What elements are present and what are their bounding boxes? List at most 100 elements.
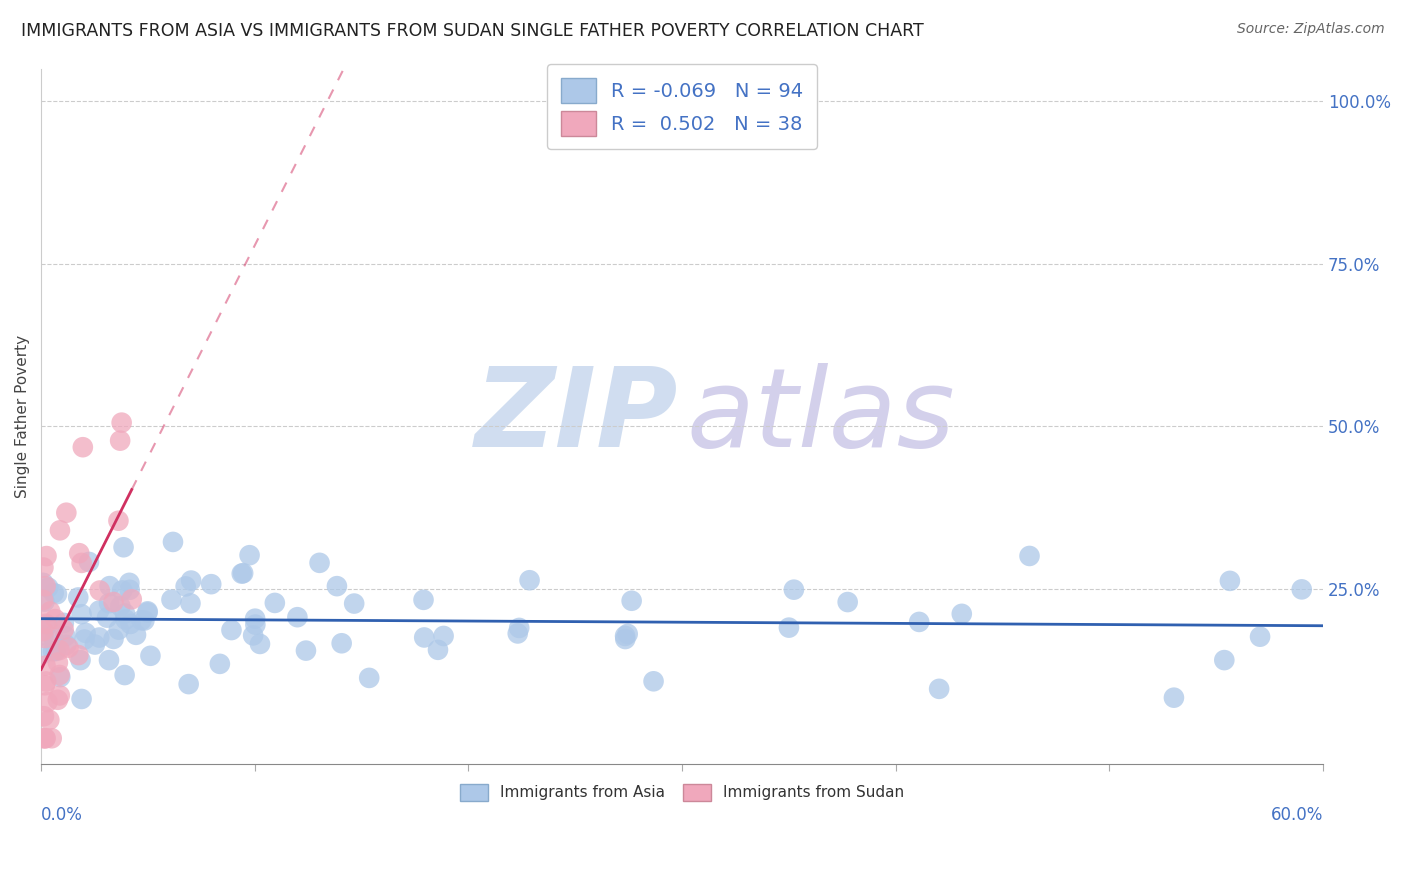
- Point: [343, 597, 366, 611]
- Point: [32, 628, 55, 642]
- Point: [114, 668, 136, 682]
- Point: [783, 582, 806, 597]
- Point: [412, 592, 434, 607]
- Point: [433, 629, 456, 643]
- Point: [245, 617, 267, 632]
- Point: [32, 575, 55, 590]
- Point: [114, 613, 136, 627]
- Point: [52, 623, 75, 637]
- Text: Source: ZipAtlas.com: Source: ZipAtlas.com: [1237, 22, 1385, 37]
- Point: [34, 579, 56, 593]
- Point: [67, 648, 90, 662]
- Point: [35, 549, 58, 563]
- Point: [837, 595, 859, 609]
- Point: [37, 581, 59, 595]
- Point: [114, 607, 136, 621]
- Point: [118, 582, 141, 597]
- Point: [70, 692, 93, 706]
- Point: [58, 640, 80, 655]
- Point: [46, 587, 69, 601]
- Point: [263, 596, 285, 610]
- Point: [48, 643, 70, 657]
- Point: [308, 556, 330, 570]
- Point: [108, 434, 131, 448]
- Point: [34, 631, 56, 645]
- Point: [136, 606, 159, 620]
- Point: [70, 556, 93, 570]
- Point: [44, 612, 66, 626]
- Point: [160, 592, 183, 607]
- Point: [1018, 549, 1040, 563]
- Point: [103, 595, 125, 609]
- Point: [118, 575, 141, 590]
- Point: [134, 614, 156, 628]
- Point: [49, 689, 72, 703]
- Point: [249, 637, 271, 651]
- Point: [98, 579, 121, 593]
- Point: [52, 615, 75, 630]
- Point: [69, 653, 91, 667]
- Legend: Immigrants from Asia, Immigrants from Sudan: Immigrants from Asia, Immigrants from Su…: [453, 776, 911, 809]
- Point: [614, 629, 637, 643]
- Point: [112, 541, 135, 555]
- Point: [35, 674, 58, 689]
- Point: [34, 594, 56, 608]
- Point: [174, 579, 197, 593]
- Point: [44, 633, 66, 648]
- Point: [32, 709, 55, 723]
- Point: [37, 618, 59, 632]
- Point: [778, 621, 800, 635]
- Point: [98, 596, 121, 610]
- Point: [46, 693, 69, 707]
- Point: [32, 624, 55, 638]
- Point: [221, 623, 243, 637]
- Point: [231, 566, 253, 581]
- Point: [77, 555, 100, 569]
- Point: [131, 613, 153, 627]
- Point: [413, 631, 436, 645]
- Point: [70, 607, 93, 622]
- Point: [121, 592, 143, 607]
- Point: [359, 671, 381, 685]
- Point: [32, 731, 55, 746]
- Y-axis label: Single Father Poverty: Single Father Poverty: [15, 334, 30, 498]
- Point: [616, 627, 638, 641]
- Point: [55, 506, 77, 520]
- Point: [208, 657, 231, 671]
- Point: [73, 632, 96, 647]
- Text: 60.0%: 60.0%: [1271, 806, 1323, 824]
- Point: [427, 643, 450, 657]
- Point: [330, 636, 353, 650]
- Point: [239, 548, 262, 562]
- Point: [908, 615, 931, 629]
- Point: [200, 577, 222, 591]
- Point: [103, 632, 125, 646]
- Point: [32, 593, 55, 607]
- Point: [34, 678, 56, 692]
- Point: [1249, 630, 1271, 644]
- Point: [89, 631, 111, 645]
- Point: [1291, 582, 1313, 597]
- Point: [107, 623, 129, 637]
- Point: [75, 625, 97, 640]
- Point: [83, 638, 105, 652]
- Point: [98, 653, 121, 667]
- Point: [89, 604, 111, 618]
- Point: [32, 647, 55, 661]
- Point: [1219, 574, 1241, 588]
- Point: [55, 629, 77, 643]
- Point: [139, 648, 162, 663]
- Point: [180, 574, 202, 588]
- Point: [506, 626, 529, 640]
- Point: [243, 612, 266, 626]
- Point: [287, 610, 309, 624]
- Point: [42, 586, 65, 600]
- Point: [89, 583, 111, 598]
- Point: [326, 579, 349, 593]
- Point: [46, 656, 69, 670]
- Point: [950, 607, 973, 621]
- Point: [96, 610, 118, 624]
- Point: [179, 596, 201, 610]
- Point: [110, 599, 132, 614]
- Point: [614, 632, 637, 646]
